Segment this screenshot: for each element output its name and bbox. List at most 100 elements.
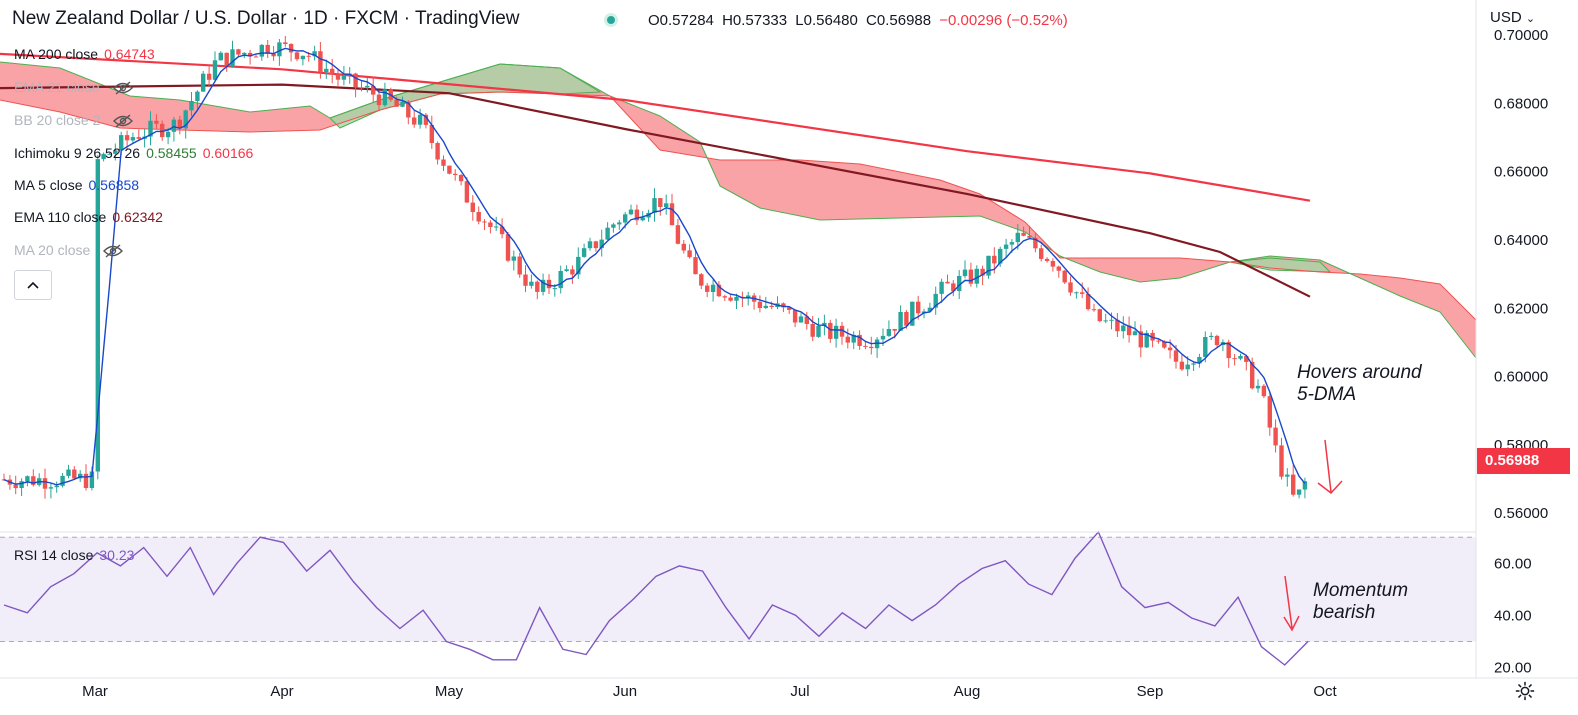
candle-body [957,276,962,291]
candle-body [1162,341,1167,348]
candle-body [1044,258,1050,261]
candle-body [576,256,581,275]
candle-body [1291,474,1296,495]
candle-body [412,117,417,125]
candle-body [83,473,89,488]
ichimoku-cloud-bull [1229,257,1332,273]
candle-body [1097,309,1102,322]
price-axis-label: 0.60000 [1494,369,1548,386]
candle-body [628,209,634,215]
time-axis-label: Jul [790,683,809,700]
eye-off-icon[interactable] [112,81,134,95]
candle-body [1214,335,1220,346]
candle-body [101,153,106,160]
candle-body [863,345,868,347]
candle-body [581,248,587,257]
legend-label: Ichimoku 9 26 52 26 [14,145,141,161]
legend-value-2: 0.60166 [202,145,254,161]
candle-body [1156,340,1161,342]
candle-body [769,305,774,307]
eye-off-icon[interactable] [112,114,134,128]
candle-body [476,212,481,222]
candle-body [195,91,200,101]
ohlc-open: O0.57284 [648,12,714,29]
candle-body [353,73,358,88]
candle-body [394,99,399,107]
legend-ma5[interactable]: MA 5 close 0.56858 [14,177,139,193]
candle-body [869,346,874,349]
market-status-icon [604,13,618,27]
candle-body [857,334,862,346]
candle-body [1238,356,1243,359]
candle-body [587,241,593,249]
candle-body [1285,474,1290,477]
gear-icon[interactable] [1514,680,1536,702]
candle-body [259,44,264,57]
legend-rsi[interactable]: RSI 14 close 30.23 [14,547,134,563]
legend-ema110[interactable]: EMA 110 close 0.62342 [14,209,163,225]
candle-body [570,269,575,275]
candle-body [1068,282,1073,293]
price-axis-label: 0.62000 [1494,300,1548,317]
candle-body [505,234,511,261]
candle-body [722,296,727,298]
candle-body [165,131,171,138]
price-pane[interactable] [0,35,1477,499]
last-price-label: 0.56988 [1477,448,1570,474]
time-axis-label: Aug [954,683,981,700]
candle-body [874,339,880,349]
candle-body [124,135,130,141]
currency-selector[interactable]: USD ⌄ [1490,9,1535,26]
rsi-band [0,537,1476,642]
candle-body [781,303,786,308]
ohlc-low: L0.56480 [795,12,858,29]
rsi-pane[interactable] [0,530,1476,666]
candle-body [13,484,18,489]
candle-body [1279,445,1284,477]
ohlc-close: C0.56988 [866,12,932,29]
candle-body [1203,337,1208,357]
candle-body [1185,364,1190,370]
candle-body [992,255,997,264]
candle-body [798,316,804,323]
candle-body [66,469,71,476]
time-axis-label: Oct [1313,683,1337,700]
candle-body [206,73,212,80]
candle-body [1050,261,1056,267]
candle-body [517,256,522,275]
legend-ma20[interactable]: MA 20 close [14,242,124,258]
candle-body [681,243,686,251]
candle-body [1080,292,1085,294]
legend-ma200[interactable]: MA 200 close 0.64743 [14,46,155,62]
time-axis-label: Mar [82,683,108,700]
price-axis-label: 0.66000 [1494,164,1548,181]
candle-body [710,284,716,292]
candle-body [886,329,892,336]
legend-ichimoku[interactable]: Ichimoku 9 26 52 26 0.58455 0.60166 [14,145,253,161]
candle-body [212,60,218,80]
candle-body [546,279,552,289]
candle-body [540,279,546,292]
ma5-line [3,47,1306,486]
candle-body [330,68,335,75]
candle-body [1197,357,1202,364]
legend-bb20[interactable]: BB 20 close 2 [14,112,134,128]
candle-body [716,284,722,297]
candle-body [980,268,985,276]
candle-body [1003,244,1009,249]
time-axis-label: May [435,683,464,700]
candle-body [318,51,323,72]
candle-body [898,312,903,331]
collapse-legend-button[interactable] [14,270,52,300]
chart-title: New Zealand Dollar / U.S. Dollar · 1D · … [12,8,520,29]
legend-ema21[interactable]: EMA 21 close [14,79,134,95]
candle-body [376,94,382,106]
eye-off-icon[interactable] [102,244,124,258]
candle-body [523,274,528,286]
rsi-axis-label: 20.00 [1494,660,1532,677]
candle-body [406,101,411,118]
candle-body [423,114,429,125]
legend-value: 0.56858 [88,177,140,193]
candle-body [968,269,974,284]
